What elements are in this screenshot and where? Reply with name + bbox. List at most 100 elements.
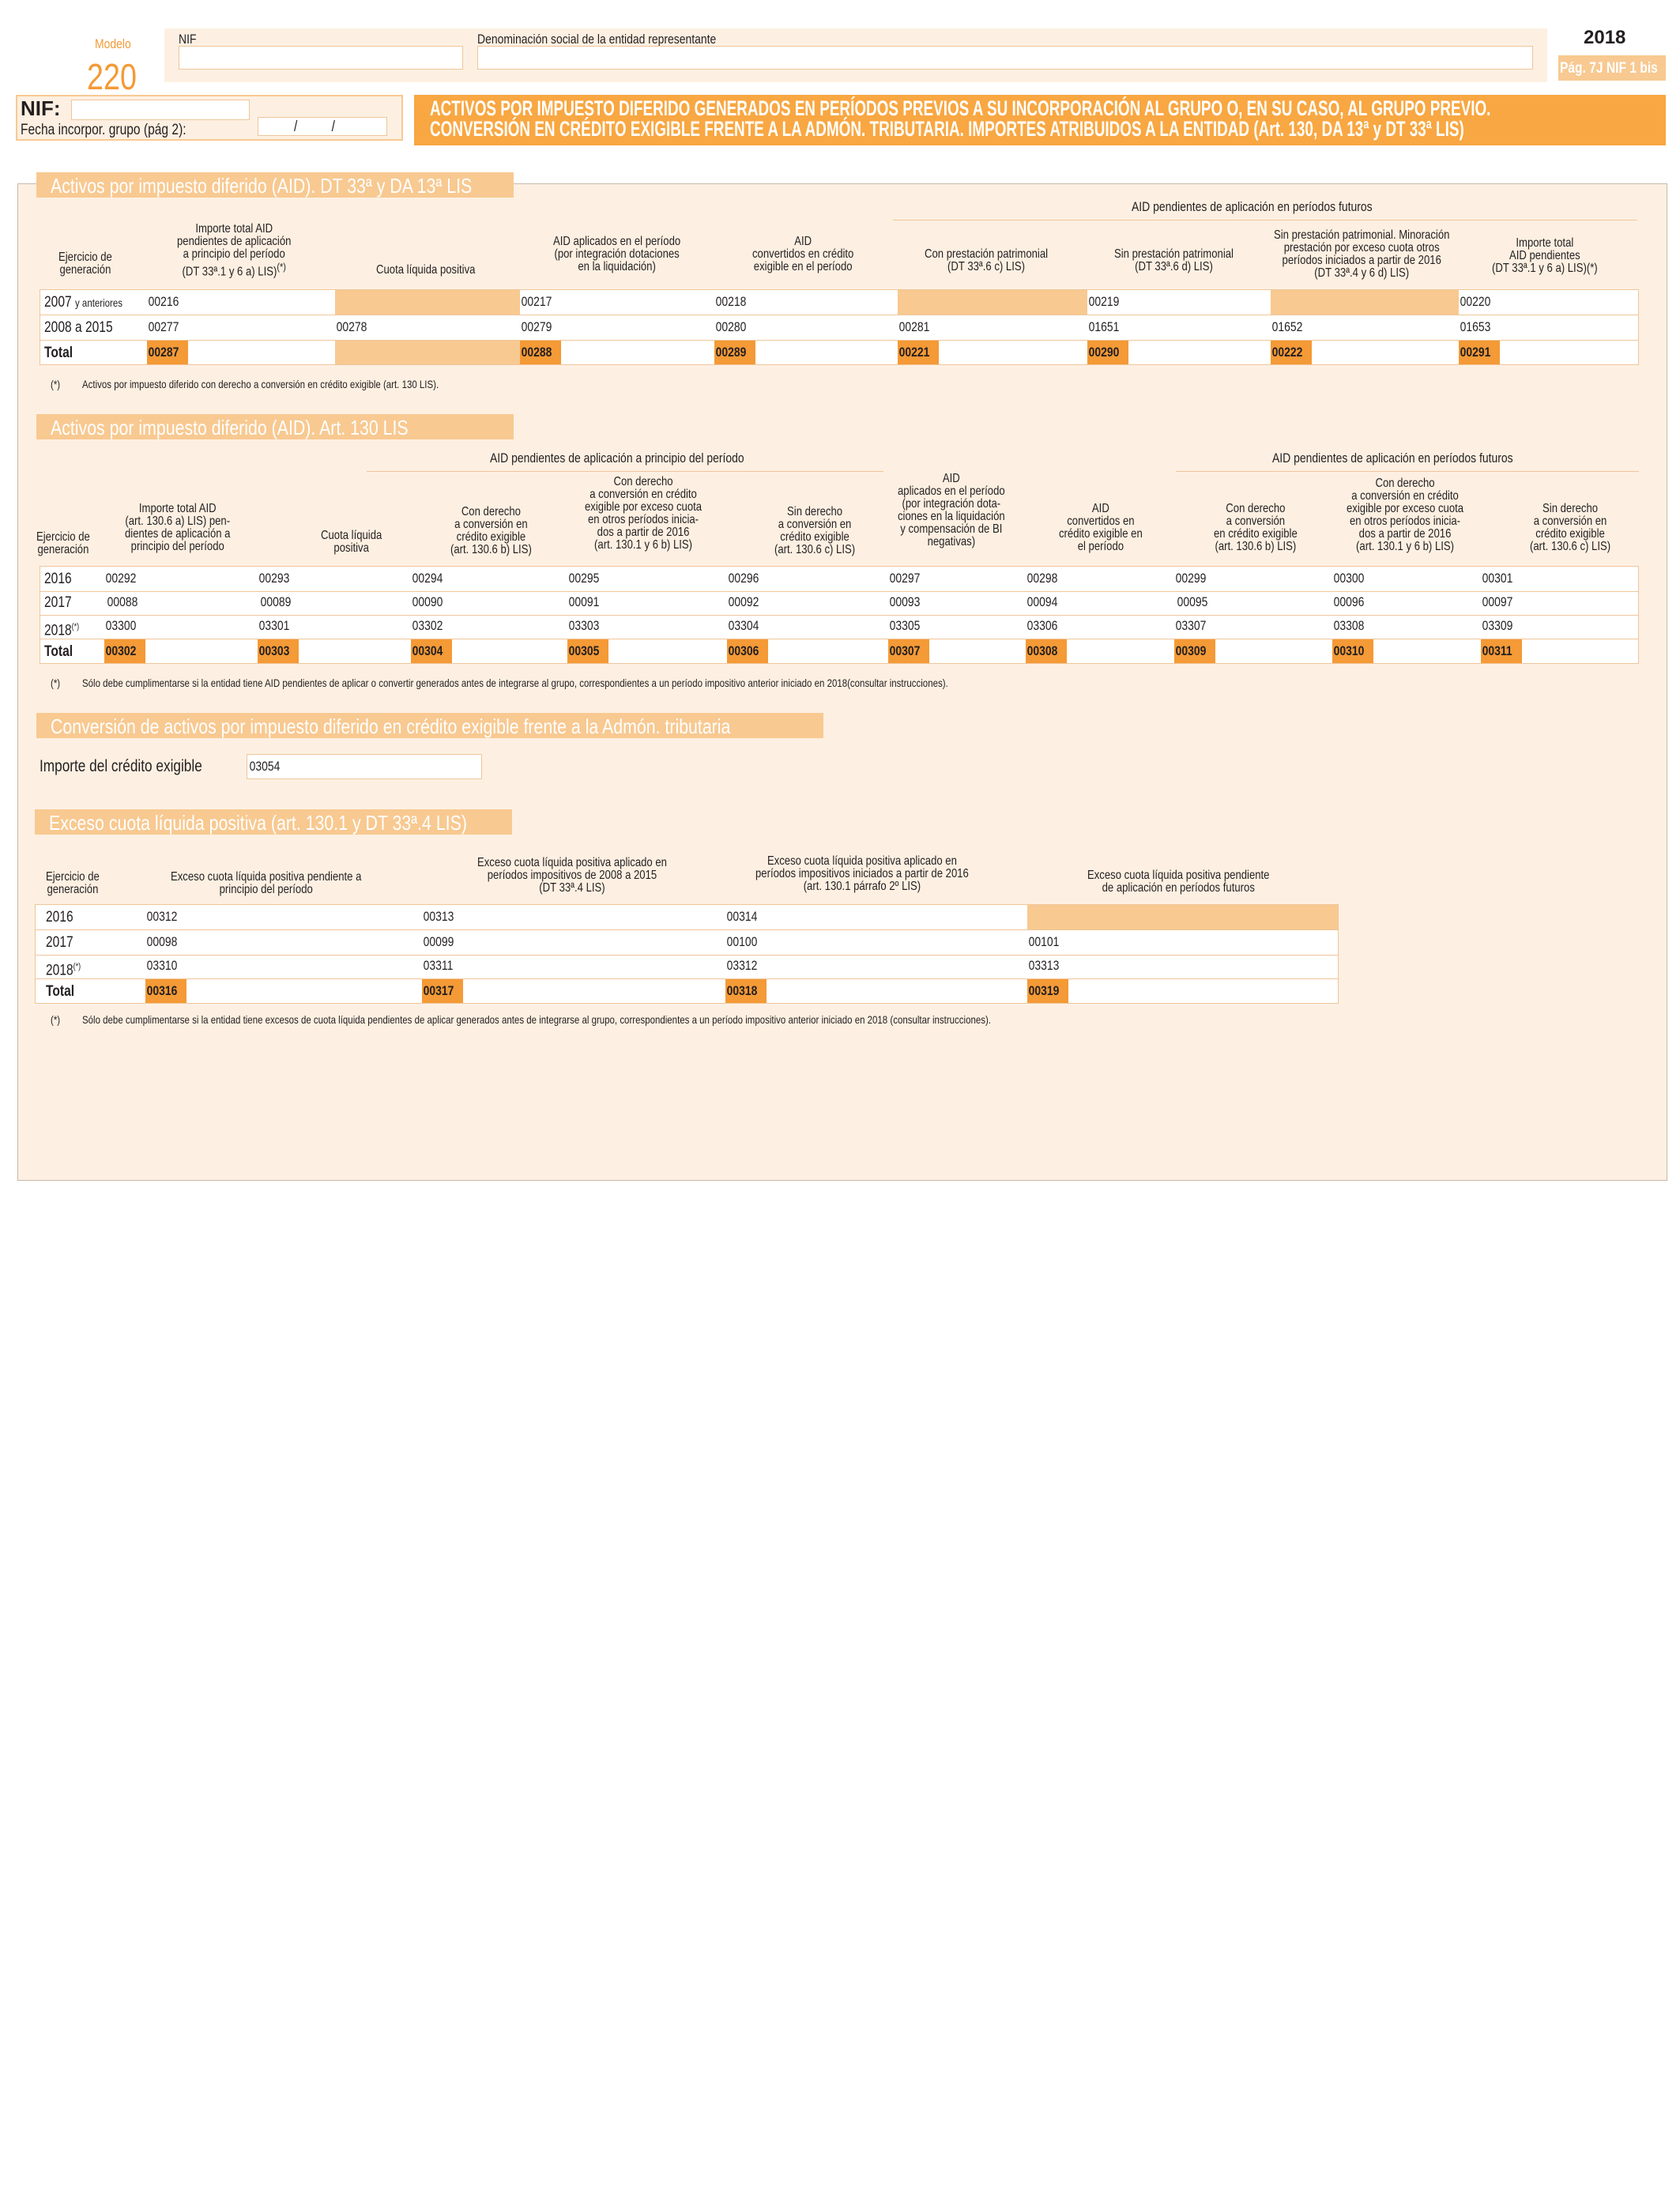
s2-total-code[interactable]: 00306: [728, 643, 759, 658]
s2-total-code[interactable]: 00308: [1026, 643, 1058, 658]
s2-note-mark: (*): [51, 677, 61, 689]
s3-credito-field[interactable]: [247, 754, 482, 779]
s4-total-code[interactable]: 00316: [146, 983, 178, 998]
s1-total-code[interactable]: 00288: [521, 345, 552, 360]
nif-field[interactable]: [71, 100, 250, 120]
s2-group1: AID pendientes de aplicación a principio…: [490, 450, 744, 466]
s1-code-cell[interactable]: 00278: [336, 319, 367, 334]
s1-code-cell[interactable]: 00219: [1088, 294, 1120, 309]
section4-title-bar: Exceso cuota líquida positiva (art. 130.…: [35, 809, 512, 835]
s1-code-cell[interactable]: 00220: [1460, 294, 1491, 309]
s1-code-cell[interactable]: 01651: [1088, 319, 1120, 334]
s1-total-code[interactable]: 00289: [715, 345, 747, 360]
s2-code-cell[interactable]: 00093: [889, 594, 921, 609]
s1-code-cell[interactable]: 00281: [898, 319, 930, 334]
s2-total-code[interactable]: 00303: [258, 643, 290, 658]
s2-code-cell[interactable]: 00301: [1482, 571, 1513, 586]
s1-note-mark: (*): [51, 378, 61, 390]
s4-code-cell[interactable]: 00314: [726, 909, 758, 924]
s2-code-cell[interactable]: 00090: [412, 594, 443, 609]
s4-code-cell[interactable]: 00312: [146, 909, 178, 924]
s4-code-cell[interactable]: 03312: [726, 958, 758, 973]
s4-h-aplicado-2016: Exceso cuota líquida positiva aplicado e…: [755, 854, 969, 893]
title-line2: CONVERSIÓN EN CRÉDITO EXIGIBLE FRENTE A …: [430, 117, 1464, 141]
s1-code-cell[interactable]: 01653: [1460, 319, 1491, 334]
s4-total-code[interactable]: 00319: [1028, 983, 1060, 998]
s2-code-cell[interactable]: 03302: [412, 618, 443, 633]
section3-title: Conversión de activos por impuesto difer…: [51, 714, 731, 738]
s1-code-cell[interactable]: 00277: [148, 319, 179, 334]
s1-total-code[interactable]: 00222: [1271, 345, 1303, 360]
s4-code-cell[interactable]: 03310: [146, 958, 178, 973]
fecha-field[interactable]: [258, 117, 387, 136]
s2-code-cell[interactable]: 00094: [1026, 594, 1058, 609]
s2-total-code[interactable]: 00311: [1482, 643, 1512, 658]
s1-code-cell[interactable]: 00279: [521, 319, 552, 334]
s2-code-cell[interactable]: 00296: [728, 571, 759, 586]
s2-code-cell[interactable]: 03309: [1482, 618, 1513, 633]
s4-code-cell[interactable]: 03313: [1028, 958, 1060, 973]
s2-total-code[interactable]: 00310: [1333, 643, 1365, 658]
s1-code-cell[interactable]: 00216: [148, 294, 179, 309]
s4-code-cell[interactable]: 00100: [726, 934, 758, 949]
s4-code-cell[interactable]: 00098: [146, 934, 178, 949]
s2-code-cell[interactable]: 00095: [1177, 594, 1208, 609]
s2-total-code[interactable]: 00305: [568, 643, 600, 658]
s4-h-pendiente-fut: Exceso cuota líquida positiva pendiente d…: [1087, 869, 1270, 895]
s1-shaded-cell: [335, 341, 520, 364]
s2-code-cell[interactable]: 00299: [1175, 571, 1207, 586]
s2-code-cell[interactable]: 00295: [568, 571, 600, 586]
s2-code-cell[interactable]: 00297: [889, 571, 921, 586]
s1-h-aplicados: AID aplicados en el período (por integrac…: [553, 235, 681, 273]
s2-code-cell[interactable]: 03304: [728, 618, 759, 633]
s2-code-cell[interactable]: 00091: [568, 594, 600, 609]
s2-code-cell[interactable]: 00300: [1333, 571, 1365, 586]
s2-h-fut-con: Con derecho a conversión en crédito exigib…: [1214, 502, 1298, 553]
s1-code-cell[interactable]: 00280: [715, 319, 747, 334]
denominacion-field[interactable]: [477, 46, 1533, 70]
s2-code-cell[interactable]: 03307: [1175, 618, 1207, 633]
s1-total-code-bg: [898, 341, 939, 364]
s2-code-cell[interactable]: 00294: [412, 571, 443, 586]
s2-code-cell[interactable]: 03301: [258, 618, 290, 633]
s2-row-label: 2018(*): [44, 615, 79, 643]
s2-code-cell[interactable]: 03300: [105, 618, 137, 633]
nif-header-field[interactable]: [179, 46, 463, 70]
s2-code-cell[interactable]: 00293: [258, 571, 290, 586]
s1-h-sin-prest: Sin prestación patrimonial (DT 33ª.6 d) L…: [1114, 247, 1234, 273]
s1-total-code[interactable]: 00291: [1460, 345, 1491, 360]
s4-code-cell[interactable]: 00101: [1028, 934, 1060, 949]
s2-code-cell[interactable]: 00089: [260, 594, 292, 609]
s1-code-cell[interactable]: 01652: [1271, 319, 1303, 334]
s4-code-cell[interactable]: 00313: [423, 909, 454, 924]
s1-code-cell[interactable]: 00218: [715, 294, 747, 309]
s1-total-code[interactable]: 00287: [148, 345, 179, 360]
s2-code-cell[interactable]: 00292: [105, 571, 137, 586]
s2-code-cell[interactable]: 03306: [1026, 618, 1058, 633]
s2-code-cell[interactable]: 00097: [1482, 594, 1513, 609]
s2-total-code[interactable]: 00309: [1175, 643, 1207, 658]
s2-code-cell[interactable]: 00088: [107, 594, 138, 609]
s4-row-label-text: 2018: [46, 962, 73, 979]
s2-total-code[interactable]: 00307: [889, 643, 921, 658]
s2-h-aplicados: AID aplicados en el período (por integraci…: [898, 472, 1005, 548]
s1-group-header: AID pendientes de aplicación en períodos…: [1132, 199, 1373, 214]
s2-total-code[interactable]: 00304: [412, 643, 443, 658]
s4-total-code[interactable]: 00317: [423, 983, 454, 998]
s1-code-cell[interactable]: 00217: [521, 294, 552, 309]
s4-code-cell[interactable]: 00099: [423, 934, 454, 949]
s4-row-label: 2016: [46, 909, 73, 925]
s4-total-code[interactable]: 00318: [726, 983, 758, 998]
s2-row-divider: [40, 615, 1639, 616]
s2-code-cell[interactable]: 00092: [728, 594, 759, 609]
s2-code-cell[interactable]: 00096: [1333, 594, 1365, 609]
s4-code-cell[interactable]: 03311: [423, 958, 454, 973]
s1-row-label: 2008 a 2015: [44, 319, 113, 336]
s2-code-cell[interactable]: 00298: [1026, 571, 1058, 586]
s1-total-code[interactable]: 00290: [1088, 345, 1120, 360]
s2-total-code[interactable]: 00302: [105, 643, 137, 658]
s1-total-code[interactable]: 00221: [898, 345, 930, 360]
s2-code-cell[interactable]: 03308: [1333, 618, 1365, 633]
s2-code-cell[interactable]: 03305: [889, 618, 921, 633]
s2-code-cell[interactable]: 03303: [568, 618, 600, 633]
